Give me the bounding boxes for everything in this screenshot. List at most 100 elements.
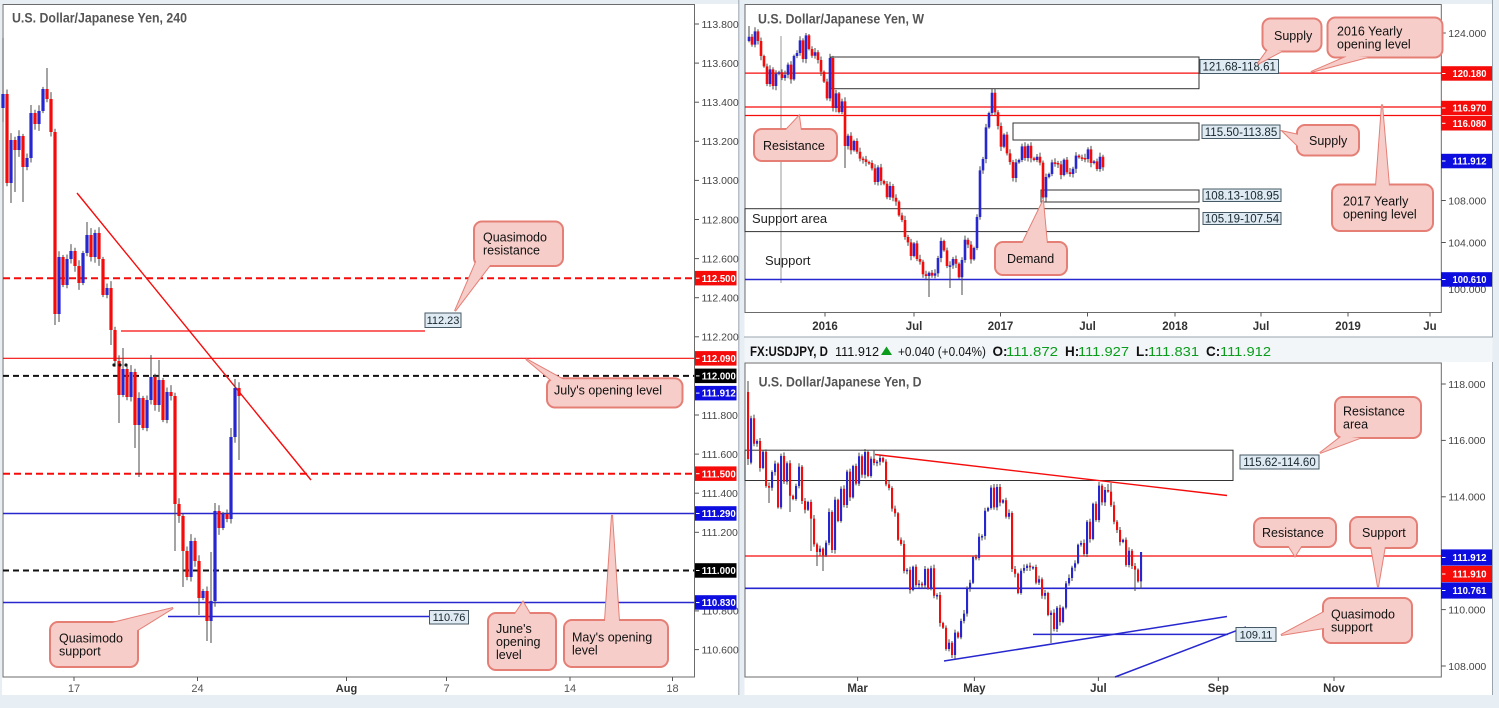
- svg-text:116.080: 116.080: [1453, 119, 1487, 130]
- svg-text:opening level: opening level: [1343, 208, 1417, 222]
- svg-text:Quasimodo: Quasimodo: [59, 631, 123, 645]
- svg-text:108.000: 108.000: [1448, 195, 1486, 207]
- svg-text:resistance: resistance: [483, 244, 540, 258]
- svg-text:Supply: Supply: [1309, 134, 1348, 148]
- svg-text:112.500: 112.500: [702, 274, 736, 285]
- svg-text:111.600: 111.600: [702, 449, 739, 461]
- svg-text:July's opening level: July's opening level: [554, 384, 662, 398]
- svg-text:June's: June's: [496, 622, 532, 636]
- svg-text:U.S. Dollar/Japanese Yen, D: U.S. Dollar/Japanese Yen, D: [759, 375, 922, 390]
- svg-text:O:: O:: [993, 344, 1008, 359]
- svg-text:14: 14: [564, 683, 576, 695]
- svg-text:111.831: 111.831: [1148, 344, 1199, 359]
- svg-text:113.200: 113.200: [702, 136, 739, 148]
- svg-text:110.830: 110.830: [702, 598, 736, 609]
- svg-text:111.000: 111.000: [702, 566, 736, 577]
- svg-text:116.000: 116.000: [1448, 435, 1485, 447]
- svg-text:Jul: Jul: [1079, 321, 1096, 333]
- svg-text:Sep: Sep: [1208, 683, 1229, 695]
- svg-text:level: level: [496, 648, 522, 662]
- svg-text:112.600: 112.600: [702, 253, 739, 265]
- svg-text:100.000: 100.000: [1448, 284, 1486, 296]
- svg-text:111.910: 111.910: [1453, 570, 1487, 581]
- svg-text:108.13-108.95: 108.13-108.95: [1205, 190, 1279, 202]
- svg-text:2016 Yearly: 2016 Yearly: [1337, 24, 1403, 38]
- svg-text:Resistance: Resistance: [763, 139, 825, 153]
- svg-text:111.912: 111.912: [1453, 553, 1487, 564]
- svg-text:112.200: 112.200: [702, 332, 739, 344]
- svg-text:Jul: Jul: [1253, 321, 1270, 333]
- svg-text:111.927: 111.927: [1078, 344, 1129, 359]
- svg-text:111.912: 111.912: [1220, 344, 1271, 359]
- svg-text:116.970: 116.970: [1453, 104, 1487, 115]
- svg-text:Quasimodo: Quasimodo: [1331, 607, 1395, 621]
- svg-text:113.800: 113.800: [702, 19, 739, 31]
- svg-text:level: level: [572, 643, 598, 657]
- svg-text:118.000: 118.000: [1448, 379, 1485, 391]
- svg-text:Ju: Ju: [1423, 321, 1436, 333]
- svg-text:area: area: [1343, 417, 1368, 431]
- svg-text:17: 17: [68, 683, 80, 695]
- svg-text:110.600: 110.600: [702, 644, 739, 656]
- svg-text:Support: Support: [765, 253, 811, 268]
- svg-text:C:: C:: [1206, 344, 1220, 359]
- svg-text:FX:USDJPY, D: FX:USDJPY, D: [750, 344, 828, 359]
- svg-text:H:: H:: [1065, 344, 1079, 359]
- svg-text:Mar: Mar: [847, 683, 868, 695]
- svg-text:Supply: Supply: [1274, 29, 1313, 43]
- svg-text:Jul: Jul: [1090, 683, 1107, 695]
- svg-text:support: support: [59, 644, 101, 658]
- svg-text:113.400: 113.400: [702, 97, 739, 109]
- svg-text:100.610: 100.610: [1453, 275, 1487, 286]
- svg-text:111.912: 111.912: [835, 344, 879, 359]
- svg-text:112.23: 112.23: [427, 315, 460, 327]
- svg-text:113.600: 113.600: [702, 58, 739, 70]
- svg-text:111.872: 111.872: [1006, 344, 1058, 359]
- svg-text:2017: 2017: [988, 321, 1014, 333]
- svg-text:L:: L:: [1136, 344, 1149, 359]
- svg-text:Quasimodo: Quasimodo: [483, 231, 547, 245]
- svg-text:May: May: [963, 683, 986, 695]
- svg-text:115.62-114.60: 115.62-114.60: [1243, 457, 1315, 469]
- svg-text:Demand: Demand: [1007, 252, 1054, 266]
- svg-text:+0.040 (+0.04%): +0.040 (+0.04%): [898, 344, 986, 359]
- svg-text:111.200: 111.200: [702, 527, 739, 539]
- svg-text:111.500: 111.500: [702, 469, 736, 480]
- svg-text:105.19-107.54: 105.19-107.54: [1205, 214, 1280, 226]
- svg-text:2016: 2016: [812, 321, 838, 333]
- svg-text:110.761: 110.761: [1453, 586, 1487, 597]
- svg-text:120.180: 120.180: [1453, 69, 1487, 80]
- svg-text:U.S. Dollar/Japanese Yen, 240: U.S. Dollar/Japanese Yen, 240: [12, 11, 187, 26]
- svg-text:111.290: 111.290: [702, 509, 736, 520]
- svg-text:Nov: Nov: [1323, 683, 1345, 695]
- svg-text:110.000: 110.000: [1448, 604, 1485, 616]
- svg-text:115.50-113.85: 115.50-113.85: [1205, 127, 1277, 139]
- svg-text:108.000: 108.000: [1448, 661, 1486, 673]
- svg-text:121.68-118.61: 121.68-118.61: [1203, 62, 1276, 74]
- svg-text:111.912: 111.912: [1453, 157, 1487, 168]
- svg-text:Jul: Jul: [906, 321, 923, 333]
- svg-text:Resistance: Resistance: [1343, 404, 1405, 418]
- svg-text:111.400: 111.400: [702, 488, 739, 500]
- svg-text:24: 24: [191, 683, 203, 695]
- svg-text:112.800: 112.800: [702, 214, 739, 226]
- svg-text:2017 Yearly: 2017 Yearly: [1343, 195, 1409, 209]
- svg-text:Aug: Aug: [336, 683, 357, 695]
- svg-text:112.400: 112.400: [702, 293, 739, 305]
- svg-text:112.000: 112.000: [702, 372, 736, 383]
- svg-text:113.000: 113.000: [702, 175, 739, 187]
- svg-text:2019: 2019: [1335, 321, 1361, 333]
- svg-text:opening level: opening level: [1337, 37, 1411, 51]
- svg-text:112.090: 112.090: [702, 354, 736, 365]
- svg-text:7: 7: [443, 683, 449, 695]
- svg-text:18: 18: [666, 683, 678, 695]
- svg-text:114.000: 114.000: [1448, 492, 1485, 504]
- svg-text:Resistance: Resistance: [1262, 526, 1324, 540]
- svg-text:109.11: 109.11: [1240, 630, 1273, 642]
- svg-text:124.000: 124.000: [1448, 28, 1486, 40]
- svg-text:111.912: 111.912: [702, 389, 736, 400]
- svg-text:U.S. Dollar/Japanese Yen, W: U.S. Dollar/Japanese Yen, W: [758, 12, 924, 27]
- svg-text:Support area: Support area: [752, 211, 828, 226]
- svg-text:Support: Support: [1362, 526, 1406, 540]
- svg-text:104.000: 104.000: [1448, 237, 1486, 249]
